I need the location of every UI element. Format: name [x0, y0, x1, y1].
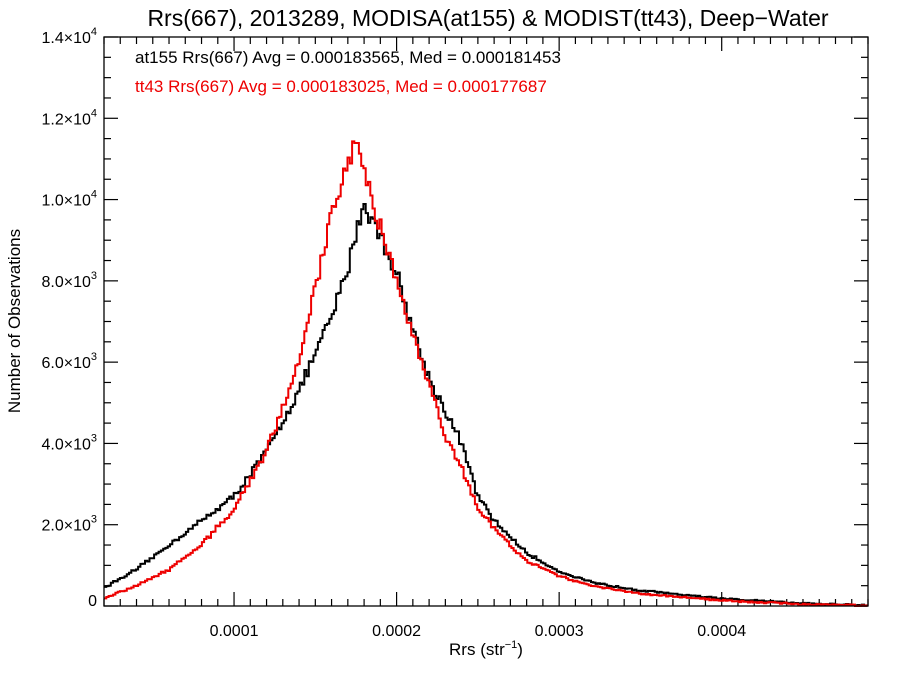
- annotation-tt43: tt43 Rrs(667) Avg = 0.000183025, Med = 0…: [135, 77, 547, 96]
- y-axis: 0 2.0×103 4.0×103 6.0×103 8.0×103 1.0×104 1.2×…: [41, 26, 868, 610]
- y-tick-label: 1.4×104: [41, 26, 97, 47]
- x-tick-label: 0.0002: [372, 623, 421, 640]
- series-line-1: [104, 140, 868, 607]
- y-tick-label: 8.0×103: [41, 270, 97, 291]
- annotation-at155: at155 Rrs(667) Avg = 0.000183565, Med = …: [135, 48, 561, 67]
- chart-title: Rrs(667), 2013289, MODISA(at155) & MODIS…: [147, 5, 828, 31]
- y-tick-label: 1.0×104: [41, 189, 97, 210]
- x-axis: 0.0001 0.0002 0.0003 0.0004: [103, 37, 869, 640]
- y-tick-label: 0: [88, 593, 97, 610]
- y-tick-label: 2.0×103: [41, 514, 97, 535]
- x-axis-label: Rrs (str−1): [449, 639, 523, 659]
- series-group: [104, 140, 868, 607]
- y-tick-label: 1.2×104: [41, 107, 97, 128]
- x-tick-label: 0.0004: [697, 623, 746, 640]
- x-tick-label: 0.0003: [535, 623, 584, 640]
- plot-frame: [103, 36, 869, 607]
- x-tick-label: 0.0001: [210, 623, 259, 640]
- y-tick-label: 6.0×103: [41, 351, 97, 372]
- y-tick-label: 4.0×103: [41, 432, 97, 453]
- y-axis-label: Number of Observations: [5, 229, 24, 413]
